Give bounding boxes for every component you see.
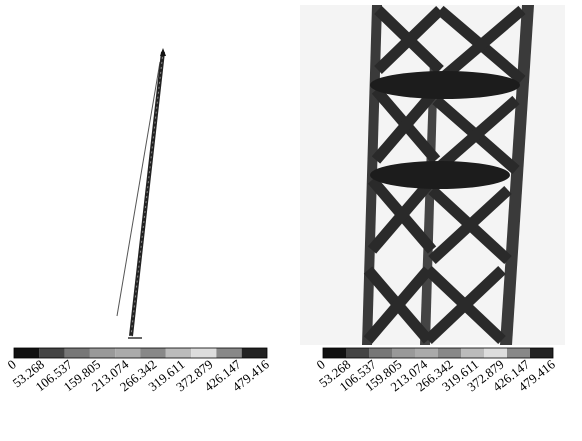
color-segment bbox=[115, 348, 140, 358]
color-segment bbox=[415, 348, 438, 358]
color-segment bbox=[39, 348, 64, 358]
color-segment bbox=[461, 348, 484, 358]
figure: 053.268106.537159.805213.074266.342319.6… bbox=[0, 0, 582, 441]
color-segment bbox=[484, 348, 507, 358]
color-segment bbox=[65, 348, 90, 358]
color-bars bbox=[14, 348, 553, 358]
color-segment bbox=[14, 348, 39, 358]
color-segment bbox=[369, 348, 392, 358]
color-segment bbox=[346, 348, 369, 358]
right-model bbox=[300, 5, 565, 345]
color-segment bbox=[323, 348, 346, 358]
color-segment bbox=[166, 348, 191, 358]
legend-labels: 053.268106.537159.805213.074266.342319.6… bbox=[4, 356, 558, 394]
left-model bbox=[117, 48, 166, 338]
legend-label: 0 bbox=[4, 357, 18, 373]
color-segment bbox=[216, 348, 241, 358]
color-segment bbox=[530, 348, 553, 358]
color-segment bbox=[507, 348, 530, 358]
color-segment bbox=[141, 348, 166, 358]
color-segment bbox=[242, 348, 267, 358]
color-segment bbox=[392, 348, 415, 358]
color-segment bbox=[438, 348, 461, 358]
color-segment bbox=[191, 348, 216, 358]
